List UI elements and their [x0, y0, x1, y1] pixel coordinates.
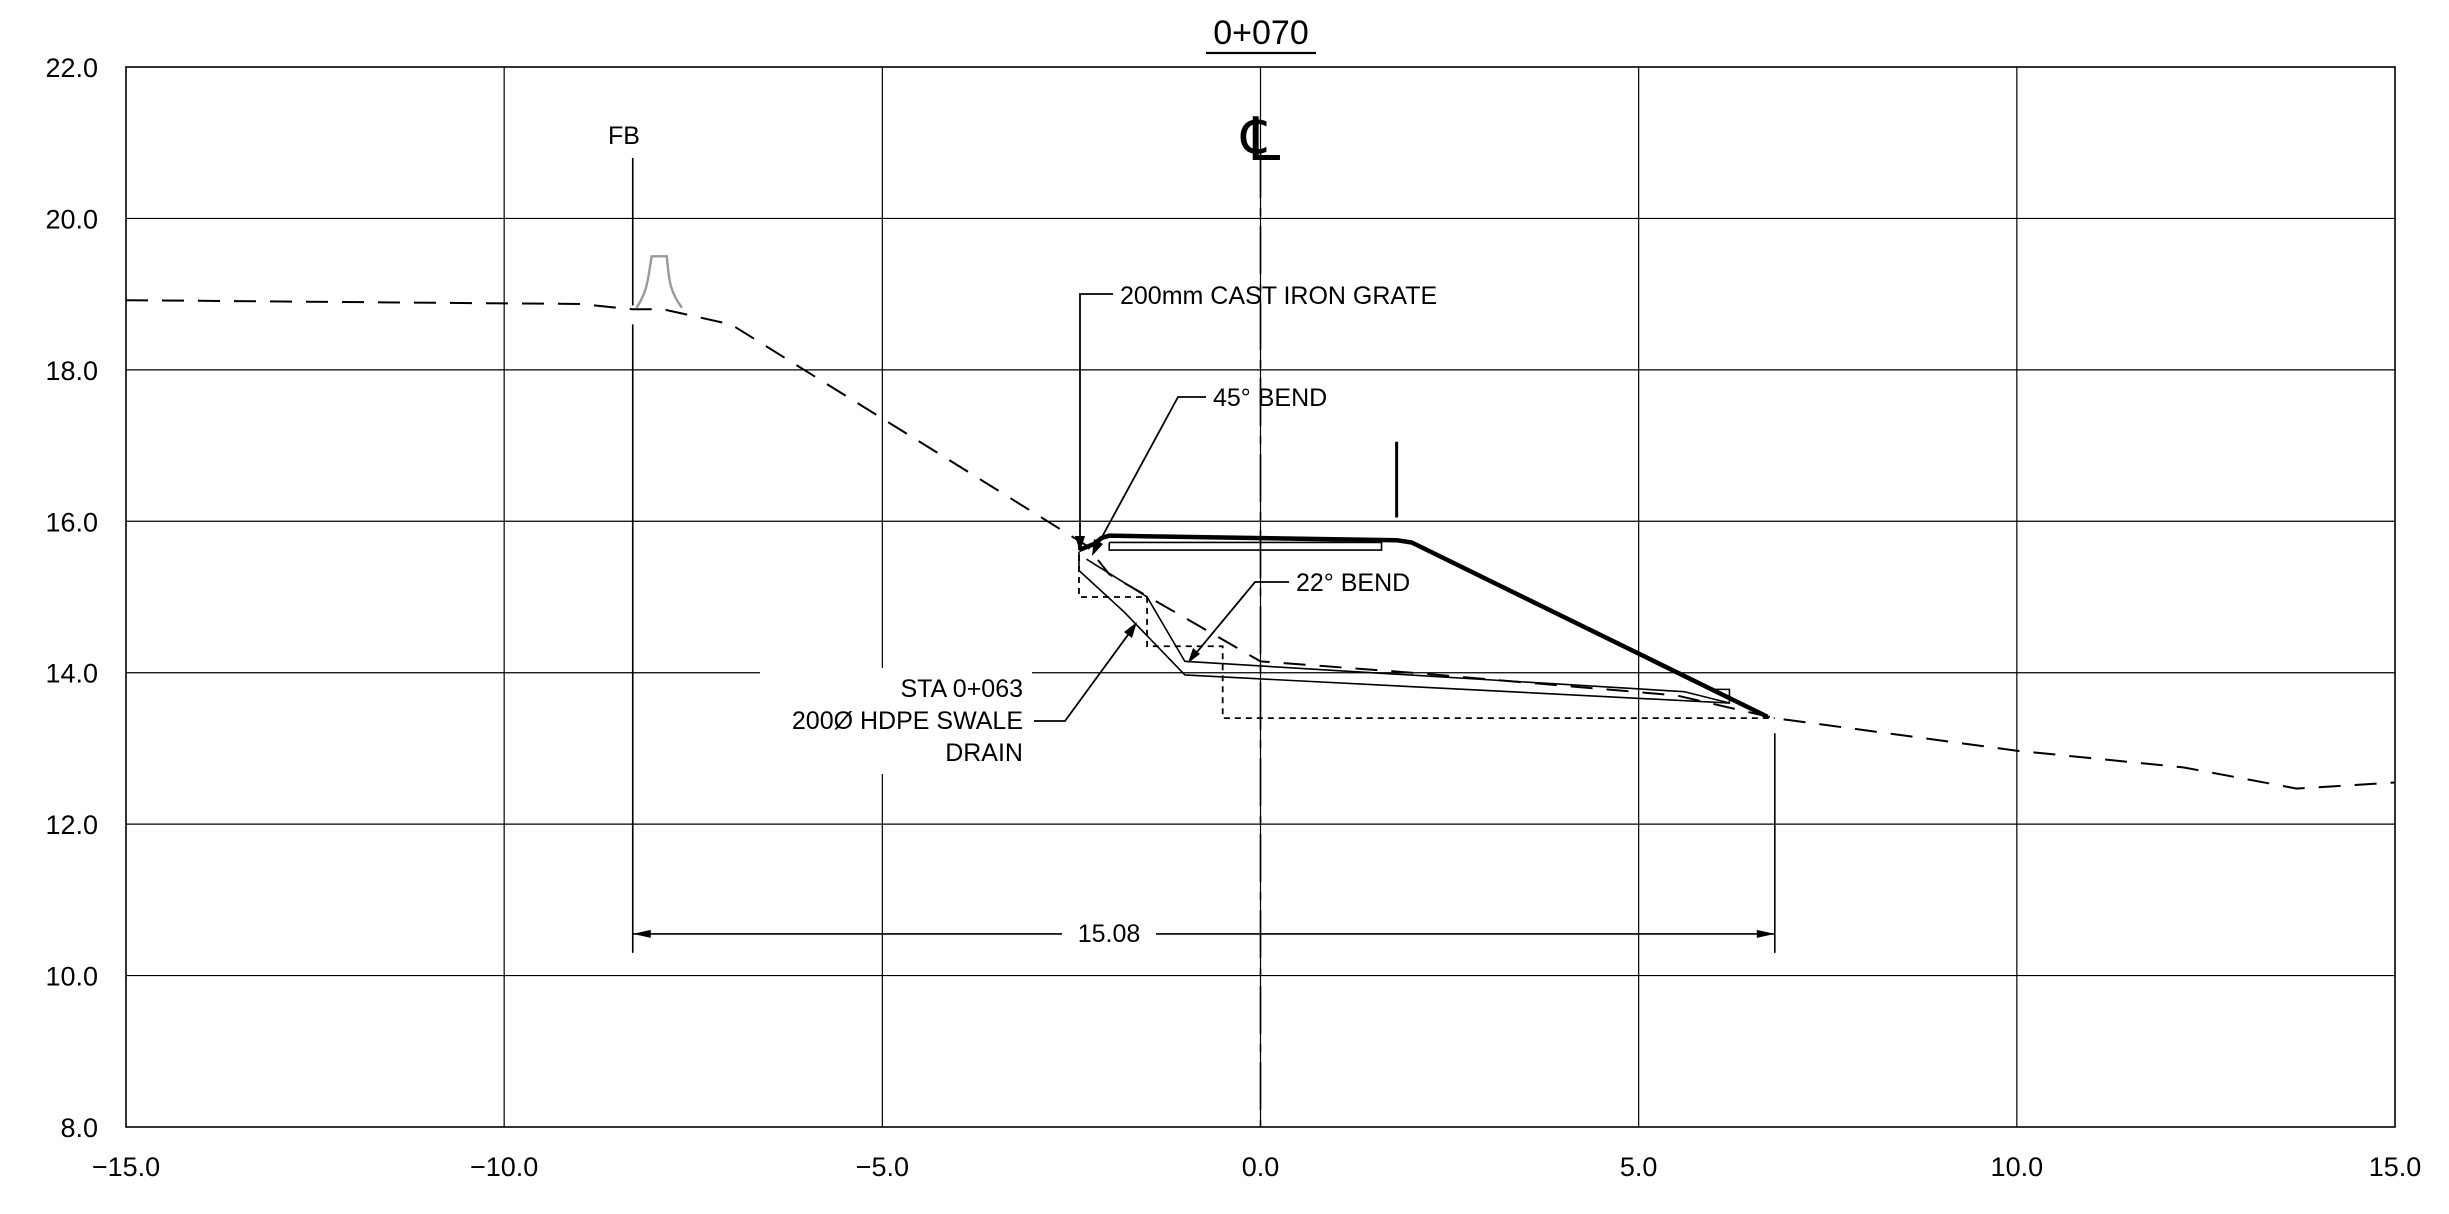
y-tick-label: 20.0 [45, 204, 98, 234]
y-tick-label: 10.0 [45, 962, 98, 992]
section-details [125, 150, 2396, 1127]
fb-label: FB [608, 122, 640, 150]
centerline-symbol: ℄ [1240, 105, 1281, 175]
section-title: 0+070 [1213, 14, 1309, 52]
x-tick-label: −5.0 [856, 1152, 909, 1182]
y-tick-label: 14.0 [45, 659, 98, 689]
y-tick-label: 16.0 [45, 507, 98, 537]
sta-note-background [760, 668, 1032, 774]
sta-note-line2: 200Ø HDPE SWALE [792, 707, 1023, 735]
x-tick-label: 5.0 [1620, 1152, 1658, 1182]
existing-ground-line [125, 299, 2396, 790]
sta-note-line1: STA 0+063 [900, 675, 1023, 703]
y-tick-label: 18.0 [45, 356, 98, 386]
trench-outline [1078, 544, 1775, 720]
y-tick-label: 8.0 [60, 1113, 98, 1143]
45-bend-leader [1095, 396, 1206, 549]
sta-leader-arrow [1124, 622, 1137, 638]
swale-slab-outline [1108, 541, 1383, 551]
dimension-arrow-left [632, 929, 651, 938]
grid-lines [125, 66, 2396, 1128]
dimension-label: 15.08 [1078, 920, 1141, 948]
barrier-icon [635, 255, 683, 309]
drain-pipe-top [1086, 558, 1730, 704]
axis-tick-labels: −15.0 −10.0 −5.0 0.0 5.0 10.0 15.0 8.0 10.0 12.0 1… [45, 53, 2421, 1182]
45-bend-leader-arrow [1092, 539, 1103, 556]
grate-leader-arrow [1075, 536, 1085, 552]
sta-leader [1034, 627, 1134, 722]
bend22-note: 22° BEND [1296, 569, 1410, 597]
dimension-label-background [1062, 918, 1156, 950]
grate-leader [1079, 293, 1113, 545]
bend45-note: 45° BEND [1213, 384, 1327, 412]
dimension-arrow-right [1756, 929, 1775, 938]
x-tick-label: −10.0 [470, 1152, 538, 1182]
22-bend-leader-arrow [1188, 648, 1200, 663]
proposed-swale-surface [1078, 533, 1769, 719]
x-tick-label: 10.0 [1991, 1152, 2044, 1182]
x-tick-label: 15.0 [2369, 1152, 2422, 1182]
grate-note: 200mm CAST IRON GRATE [1120, 282, 1437, 310]
sta-note-line3: DRAIN [945, 739, 1023, 767]
y-tick-label: 12.0 [45, 810, 98, 840]
y-tick-label: 22.0 [45, 53, 98, 83]
x-tick-label: 0.0 [1242, 1152, 1280, 1182]
x-tick-label: −15.0 [92, 1152, 160, 1182]
22-bend-leader [1191, 581, 1289, 659]
